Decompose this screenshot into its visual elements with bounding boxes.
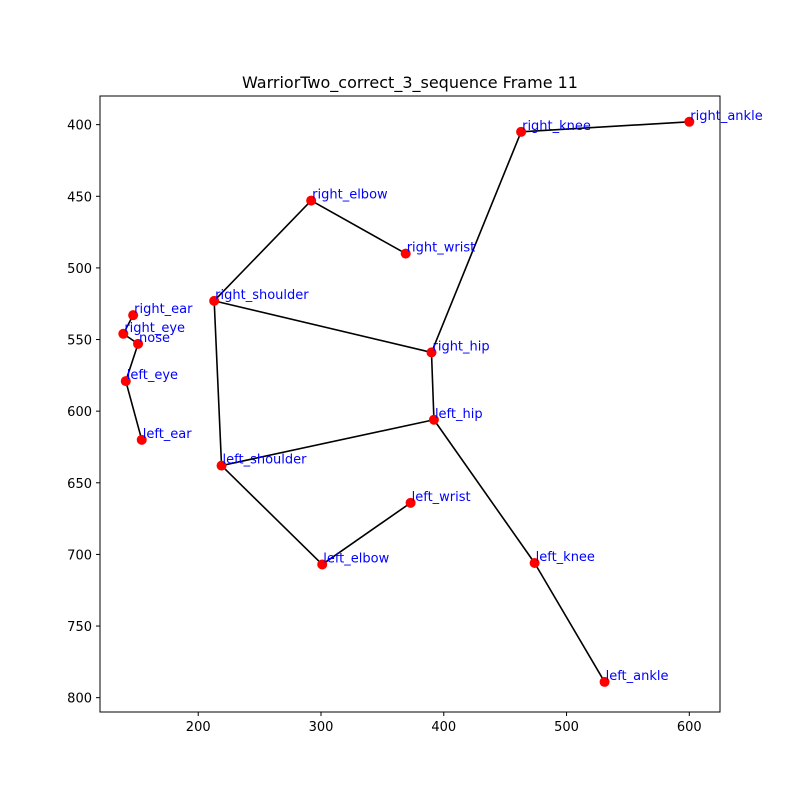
y-tick-label: 550 <box>67 334 92 349</box>
label-left_eye: left_eye <box>127 368 178 383</box>
edge-left_eye-left_ear <box>125 380 143 441</box>
point-right_eye <box>118 328 129 339</box>
skeleton-edges <box>122 120 690 683</box>
label-left_ankle: left_ankle <box>606 669 669 684</box>
point-right_ankle <box>684 116 695 127</box>
edge-left_elbow-left_wrist <box>321 502 412 566</box>
point-left_ankle <box>599 676 610 687</box>
label-right_wrist: right_wrist <box>407 241 476 256</box>
point-right_elbow <box>306 195 317 206</box>
edge-right_shoulder-right_hip <box>213 300 432 354</box>
point-right_wrist <box>400 248 411 259</box>
label-left_wrist: left_wrist <box>412 490 471 505</box>
chart-title: WarriorTwo_correct_3_sequence Frame 11 <box>242 73 578 93</box>
edge-left_shoulder-left_hip <box>221 418 435 467</box>
x-tick-label: 300 <box>309 720 334 735</box>
label-nose: nose <box>139 331 170 346</box>
x-tick-label: 200 <box>186 720 211 735</box>
label-right_eye: right_eye <box>124 321 185 336</box>
y-tick-label: 450 <box>67 190 92 205</box>
edge-right_shoulder-left_shoulder <box>213 300 223 466</box>
label-right_ear: right_ear <box>134 302 193 317</box>
point-nose <box>133 338 144 349</box>
label-right_hip: right_hip <box>432 339 489 354</box>
plot-frame <box>99 95 721 713</box>
point-right_knee <box>516 126 527 137</box>
y-tick-label: 800 <box>67 692 92 707</box>
edge-nose-left_eye <box>125 343 139 382</box>
point-right_ear <box>128 310 139 321</box>
label-right_elbow: right_elbow <box>312 188 388 203</box>
edge-left_hip-left_knee <box>433 419 536 564</box>
point-left_elbow <box>317 559 328 570</box>
label-right_ankle: right_ankle <box>690 109 762 124</box>
y-tick-label: 400 <box>67 119 92 134</box>
x-tick-label: 600 <box>677 720 702 735</box>
point-left_hip <box>428 414 439 425</box>
x-tick-label: 400 <box>431 720 456 735</box>
y-tick-label: 700 <box>67 548 92 563</box>
edge-right_elbow-right_wrist <box>310 199 407 255</box>
x-tick-label: 500 <box>554 720 579 735</box>
label-left_shoulder: left_shoulder <box>223 453 308 468</box>
keypoints <box>118 116 695 687</box>
label-right_knee: right_knee <box>522 119 591 134</box>
label-left_hip: left_hip <box>435 407 483 422</box>
x-axis: 200 300 400 500 600 <box>186 712 702 735</box>
edge-right_ankle-right_knee <box>521 120 690 133</box>
edge-right_shoulder-right_elbow <box>213 200 312 302</box>
label-left_ear: left_ear <box>143 427 193 442</box>
y-tick-label: 650 <box>67 477 92 492</box>
point-right_hip <box>426 347 437 358</box>
edge-left_knee-left_ankle <box>533 562 606 683</box>
point-left_knee <box>529 558 540 569</box>
y-tick-label: 500 <box>67 262 92 277</box>
point-right_shoulder <box>209 295 220 306</box>
label-right_shoulder: right_shoulder <box>215 288 309 303</box>
edge-right_knee-right_hip <box>430 131 522 353</box>
edge-right_hip-left_hip <box>430 352 435 420</box>
edge-left_shoulder-left_elbow <box>220 465 323 566</box>
point-left_eye <box>120 376 131 387</box>
point-left_shoulder <box>216 460 227 471</box>
keypoint-labels: right_ankle right_knee right_elbow right_wr… <box>124 109 762 684</box>
point-left_ear <box>136 434 147 445</box>
label-left_elbow: left_elbow <box>323 551 389 566</box>
point-left_wrist <box>405 497 416 508</box>
y-tick-label: 750 <box>67 620 92 635</box>
label-left_knee: left_knee <box>536 550 595 565</box>
y-axis: 400 450 500 550 600 650 700 750 800 <box>67 119 100 707</box>
y-tick-label: 600 <box>67 405 92 420</box>
